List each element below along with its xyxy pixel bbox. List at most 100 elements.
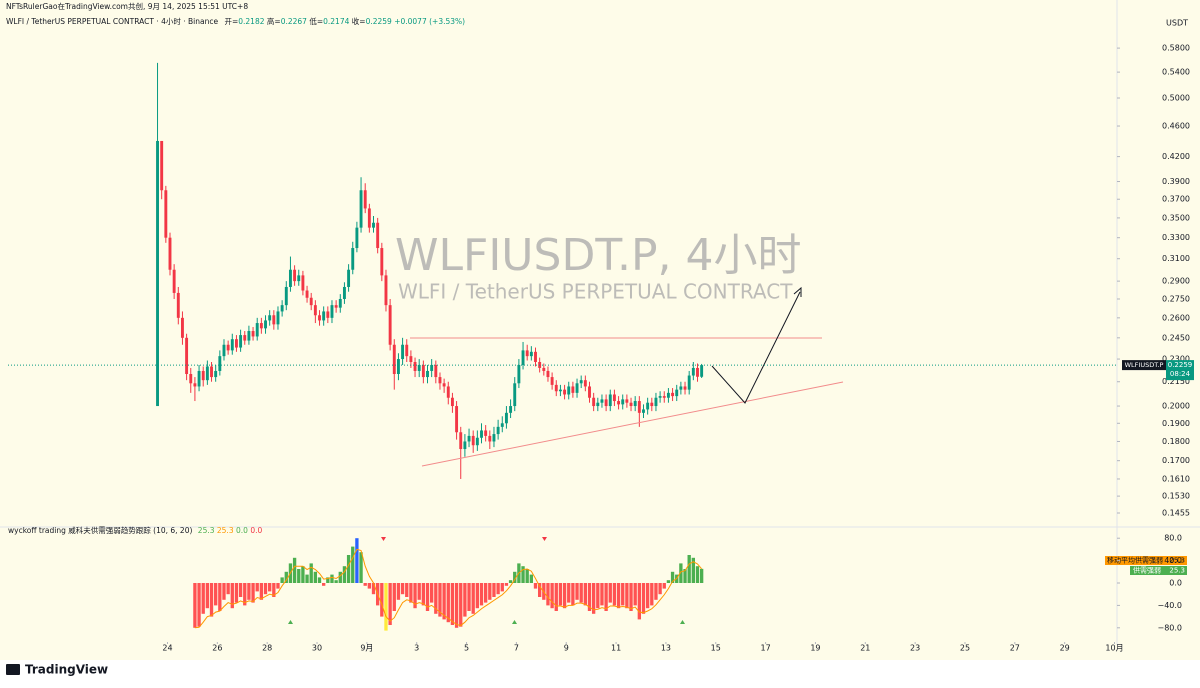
histogram-bar [533, 583, 538, 589]
candle-body [189, 374, 193, 384]
candle-body [218, 356, 222, 371]
y-tick-label: 0.5800 [1162, 44, 1190, 53]
ma-tag-name: 移动平均供需强弱 [1107, 556, 1163, 565]
histogram-bar [683, 569, 687, 583]
histogram-bar [488, 583, 492, 600]
histogram-bar [658, 583, 662, 595]
candle-body [691, 367, 695, 376]
value-tag-name: 供需强弱 [1133, 566, 1161, 575]
histogram-bar [305, 574, 309, 583]
indicator-header: wyckoff trading 威科夫供需强弱趋势跟踪 (10, 6, 20) … [8, 525, 262, 535]
open-label: 开= [224, 17, 238, 26]
candle-body [301, 275, 305, 291]
y-tick-label: 0.3500 [1162, 213, 1190, 222]
histogram-bar [637, 583, 642, 620]
histogram-bar [583, 583, 588, 606]
candle-body [500, 423, 504, 427]
support-line [421, 381, 844, 467]
candle-body [442, 383, 446, 387]
close-label: 收= [352, 16, 366, 26]
candle-body [276, 311, 280, 325]
x-tick-label: 17 [761, 644, 771, 653]
histogram-bar [413, 583, 417, 609]
countdown: 08:24 [1170, 370, 1191, 378]
candle-body [293, 269, 297, 282]
histogram-bar [513, 571, 517, 583]
y-tick-label: 0.2750 [1162, 294, 1190, 303]
candle-body [513, 383, 517, 407]
candle-body [264, 320, 267, 329]
histogram-bar [214, 583, 218, 606]
histogram-bar [409, 583, 413, 603]
histogram-bar [508, 580, 513, 583]
candle-body [234, 339, 238, 348]
candle-body [700, 365, 704, 377]
candle-body [347, 269, 351, 287]
candle-body [625, 399, 629, 403]
histogram-bar [193, 583, 197, 628]
x-tick-label: 7 [514, 644, 519, 653]
histogram-bar [587, 583, 592, 611]
candle-body [388, 305, 392, 345]
histogram-bar [550, 583, 554, 609]
candle-body [185, 337, 189, 375]
candle-body [156, 140, 159, 407]
histogram-bar [292, 557, 297, 583]
histogram-bar [251, 583, 255, 603]
buy-signal [680, 620, 685, 624]
candle-body [583, 380, 587, 387]
x-tick-label: 27 [1010, 644, 1020, 653]
x-tick-label: 9月 [360, 644, 373, 653]
x-tick-label: 24 [162, 644, 172, 653]
chart-background [0, 0, 1200, 660]
candle-body [438, 377, 442, 384]
candle-body [608, 394, 612, 407]
histogram-bar [679, 563, 683, 583]
x-tick-label: 29 [1060, 644, 1070, 653]
candle-body [567, 386, 571, 395]
candle-body [330, 305, 334, 318]
x-tick-label: 23 [910, 644, 920, 653]
histogram-bar [367, 583, 372, 589]
candle-body [160, 140, 164, 191]
histogram-bar [272, 583, 276, 597]
histogram-bar [326, 577, 330, 583]
histogram-bar [396, 583, 401, 600]
histogram-bar [263, 583, 268, 595]
histogram-bar [338, 571, 342, 583]
candle-body [642, 409, 645, 413]
histogram-bar [454, 583, 459, 628]
histogram-bar [591, 583, 596, 614]
candle-body [309, 297, 313, 306]
close-value: 0.2259 [366, 17, 392, 26]
y-tick-label: 0.1610 [1162, 474, 1190, 483]
x-tick-label: 26 [212, 644, 222, 653]
histogram-bar [529, 574, 534, 583]
candle-body [247, 331, 251, 341]
histogram-bar [467, 583, 471, 611]
candle-body [421, 364, 425, 378]
candle-body [687, 375, 691, 390]
histogram-bar [243, 583, 247, 606]
histogram-bar [571, 583, 575, 606]
candle-body [496, 426, 500, 435]
y-tick-label: 0.3900 [1162, 177, 1190, 186]
histogram-bar [629, 583, 633, 611]
candle-body [214, 370, 218, 378]
candle-body [492, 434, 496, 442]
x-tick-label: 3 [414, 644, 419, 653]
candle-body [268, 315, 272, 321]
open-value: 0.2182 [238, 17, 264, 26]
x-tick-label: 28 [262, 644, 272, 653]
candle-body [259, 323, 263, 329]
candle-body [488, 435, 492, 442]
histogram-bar [284, 571, 288, 583]
y-tick-label: 0.2600 [1162, 313, 1190, 322]
watermark-subtitle: WLFI / TetherUS PERPETUAL CONTRACT [398, 280, 793, 304]
indicator [193, 538, 704, 631]
y-tick-label: 0.5000 [1162, 93, 1190, 102]
candle-body [450, 397, 454, 407]
histogram-bar [650, 583, 654, 606]
y-tick-label: 0.3100 [1162, 254, 1190, 263]
candle-body [575, 383, 579, 393]
